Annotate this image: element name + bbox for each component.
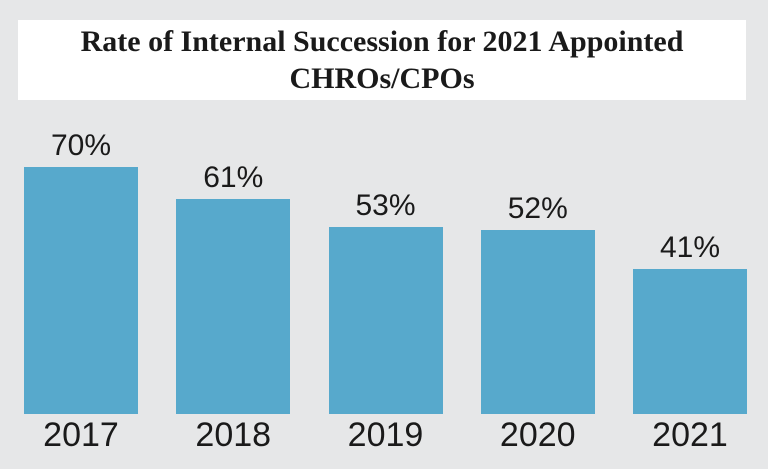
bar bbox=[176, 199, 291, 414]
bar-column: 70% bbox=[24, 130, 138, 414]
bar-column: 41% bbox=[633, 232, 747, 414]
bar-value-label: 52% bbox=[507, 192, 568, 225]
bar-value-label: 41% bbox=[659, 231, 721, 264]
x-axis-tick-label: 2019 bbox=[347, 416, 424, 454]
bar bbox=[633, 269, 747, 414]
bar bbox=[480, 230, 595, 414]
bar-value-label: 70% bbox=[50, 129, 112, 162]
bar-value-label: 61% bbox=[203, 161, 264, 194]
x-axis-tick-label: 2017 bbox=[43, 416, 119, 454]
chart-title: Rate of Internal Succession for 2021 App… bbox=[80, 25, 684, 95]
bar-column: 52% bbox=[480, 192, 595, 414]
bar bbox=[24, 167, 138, 414]
x-axis-tick-label: 2021 bbox=[652, 416, 728, 454]
bar-chart-plot-area: 70% 61% 53% 52% 41% bbox=[24, 100, 747, 414]
x-axis-tick-label: 2018 bbox=[195, 416, 272, 454]
bar bbox=[328, 227, 443, 414]
x-axis-labels: 2017 2018 2019 2020 2021 bbox=[24, 417, 747, 453]
bar-value-label: 53% bbox=[355, 189, 416, 222]
x-axis-tick-label: 2020 bbox=[499, 416, 576, 454]
chart-title-card: Rate of Internal Succession for 2021 App… bbox=[18, 20, 746, 100]
bar-column: 61% bbox=[176, 161, 291, 414]
bar-column: 53% bbox=[328, 189, 443, 414]
